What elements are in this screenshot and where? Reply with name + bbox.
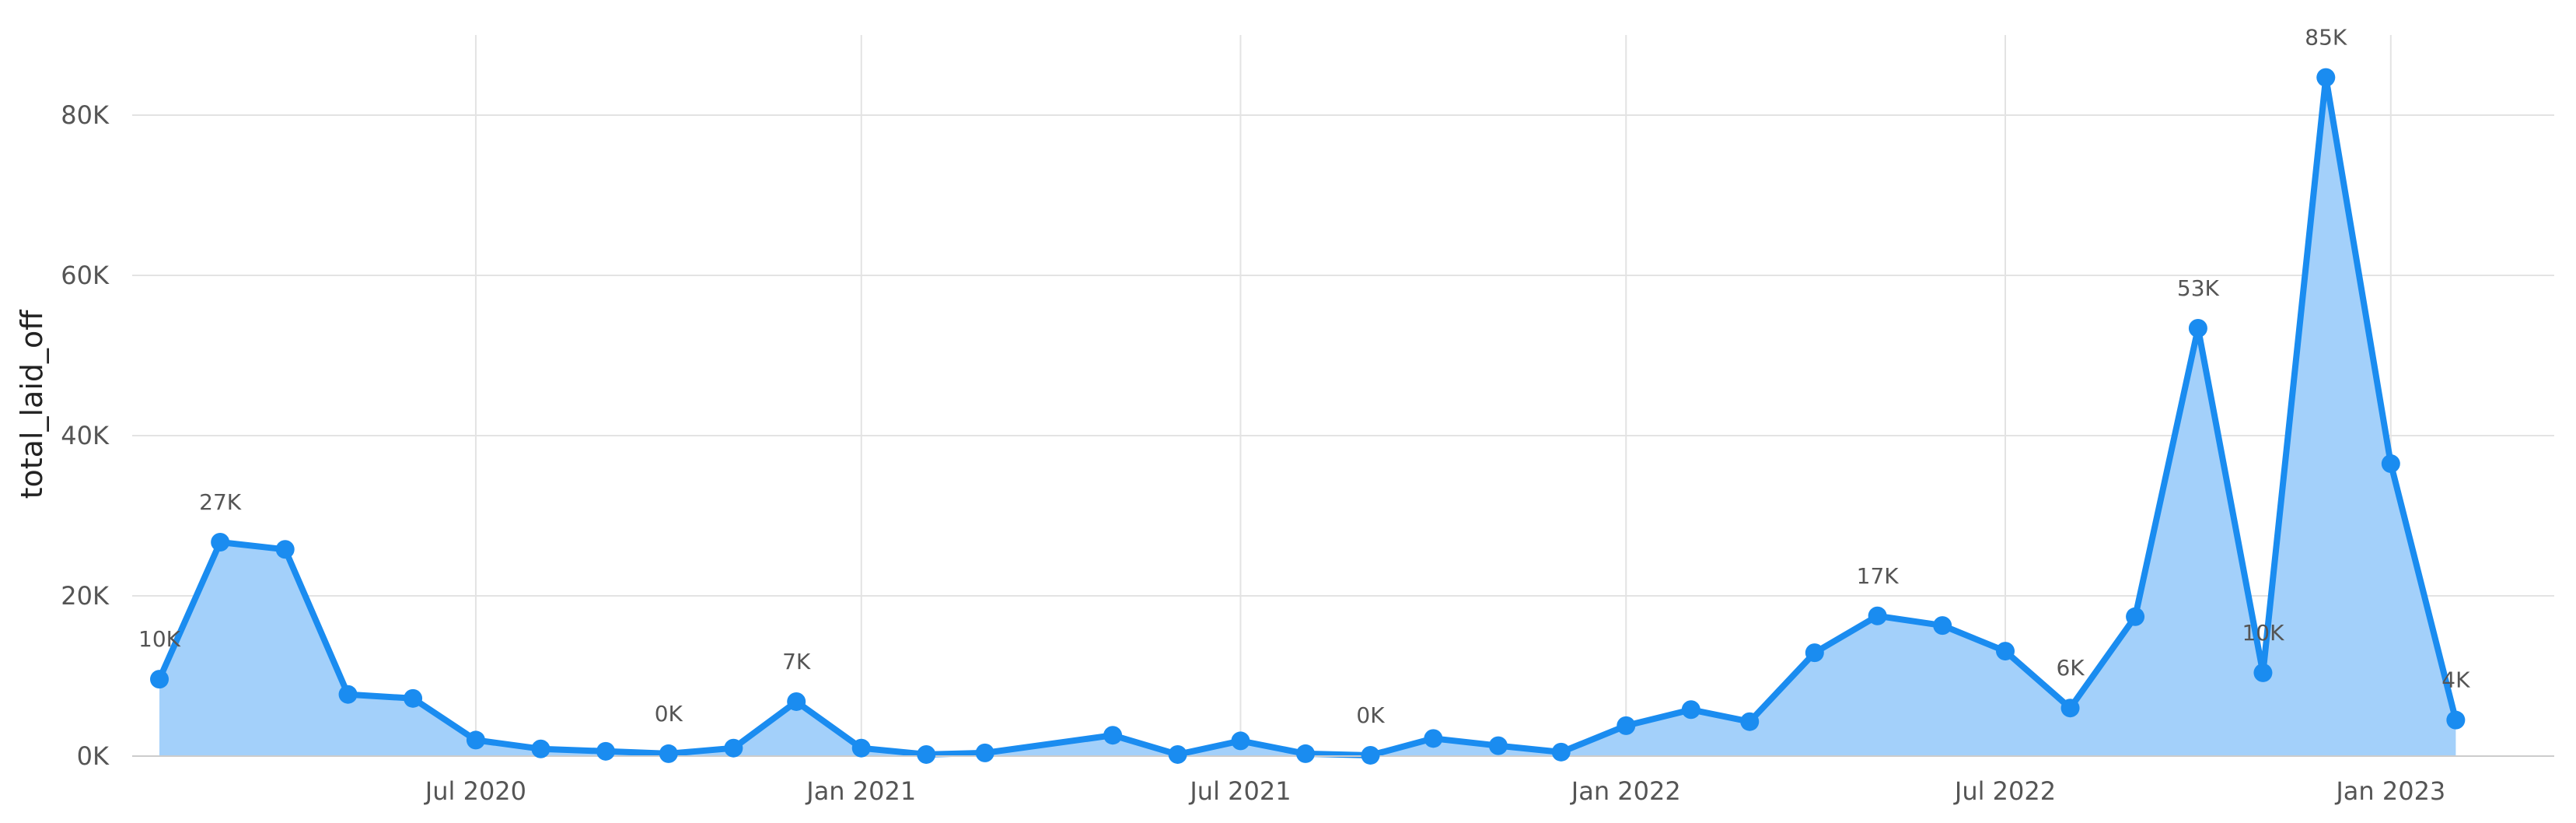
- data-point: [787, 692, 806, 711]
- x-tick-label: Jul 2021: [1188, 776, 1291, 806]
- data-point: [1933, 616, 1952, 636]
- data-point: [531, 739, 551, 758]
- data-point: [1231, 731, 1250, 751]
- data-point: [851, 738, 871, 758]
- data-label: 0K: [655, 701, 683, 727]
- data-point: [2316, 68, 2336, 87]
- data-point: [659, 744, 678, 763]
- data-label: 27K: [199, 489, 242, 515]
- data-point: [975, 743, 994, 762]
- data-label: 53K: [2177, 275, 2220, 301]
- data-point: [1868, 606, 1887, 625]
- data-point: [1681, 700, 1700, 720]
- series-line: [156, 74, 2459, 758]
- data-point: [724, 738, 743, 758]
- y-tick-label: 80K: [61, 100, 110, 130]
- x-tick-label: Jan 2021: [805, 776, 916, 806]
- data-point: [1424, 729, 1443, 748]
- data-point: [1103, 726, 1123, 745]
- data-point: [917, 744, 936, 764]
- data-point: [1488, 736, 1508, 755]
- y-tick-label: 0K: [77, 741, 110, 771]
- data-point: [1168, 744, 1187, 764]
- data-point: [1295, 744, 1315, 763]
- data-label: 10K: [2242, 620, 2284, 646]
- data-point: [338, 685, 358, 704]
- data-point: [1740, 712, 1760, 731]
- data-point: [1361, 745, 1380, 765]
- data-point: [211, 532, 230, 552]
- x-tick-label: Jul 2020: [424, 776, 526, 806]
- data-point: [2060, 699, 2080, 718]
- area-fill: [159, 77, 2456, 757]
- data-label: 0K: [1356, 702, 1385, 728]
- x-axis-ticks: Jul 2020 Jan 2021 Jul 2021 Jan 2022 Jul 2022…: [424, 776, 2445, 806]
- data-label: 6K: [2056, 655, 2085, 681]
- data-label: 10K: [138, 626, 181, 652]
- data-point: [2381, 454, 2400, 474]
- data-point: [466, 730, 485, 750]
- data-point: [2253, 663, 2273, 682]
- data-label: 7K: [782, 649, 811, 674]
- data-point: [596, 741, 615, 761]
- y-tick-label: 40K: [61, 421, 110, 450]
- data-point: [150, 670, 170, 689]
- x-tick-label: Jul 2022: [1953, 776, 2056, 806]
- x-tick-label: Jan 2023: [2334, 776, 2445, 806]
- data-label: 4K: [2441, 667, 2470, 693]
- data-label: 17K: [1857, 563, 1900, 589]
- x-tick-label: Jan 2022: [1570, 776, 1681, 806]
- data-label: 85K: [2305, 25, 2347, 51]
- data-point: [1996, 642, 2015, 661]
- data-point: [404, 688, 423, 708]
- data-labels: 10K 27K 0K 7K 0K 17K 6K 53K 10K 85K 4K: [138, 25, 2470, 728]
- data-point: [1617, 716, 1636, 735]
- y-tick-label: 20K: [61, 581, 110, 611]
- data-point: [2126, 607, 2145, 626]
- data-point: [1805, 643, 1824, 663]
- data-points: [150, 68, 2466, 765]
- data-point: [1551, 742, 1571, 762]
- data-point: [2446, 710, 2466, 730]
- data-point: [2188, 318, 2207, 338]
- y-axis-ticks: 0K 20K 40K 60K 80K: [61, 100, 110, 771]
- vertical-gridlines: [474, 35, 2392, 756]
- y-tick-label: 60K: [61, 261, 110, 290]
- data-point: [275, 540, 295, 559]
- y-axis-title: total_laid_off: [15, 310, 49, 499]
